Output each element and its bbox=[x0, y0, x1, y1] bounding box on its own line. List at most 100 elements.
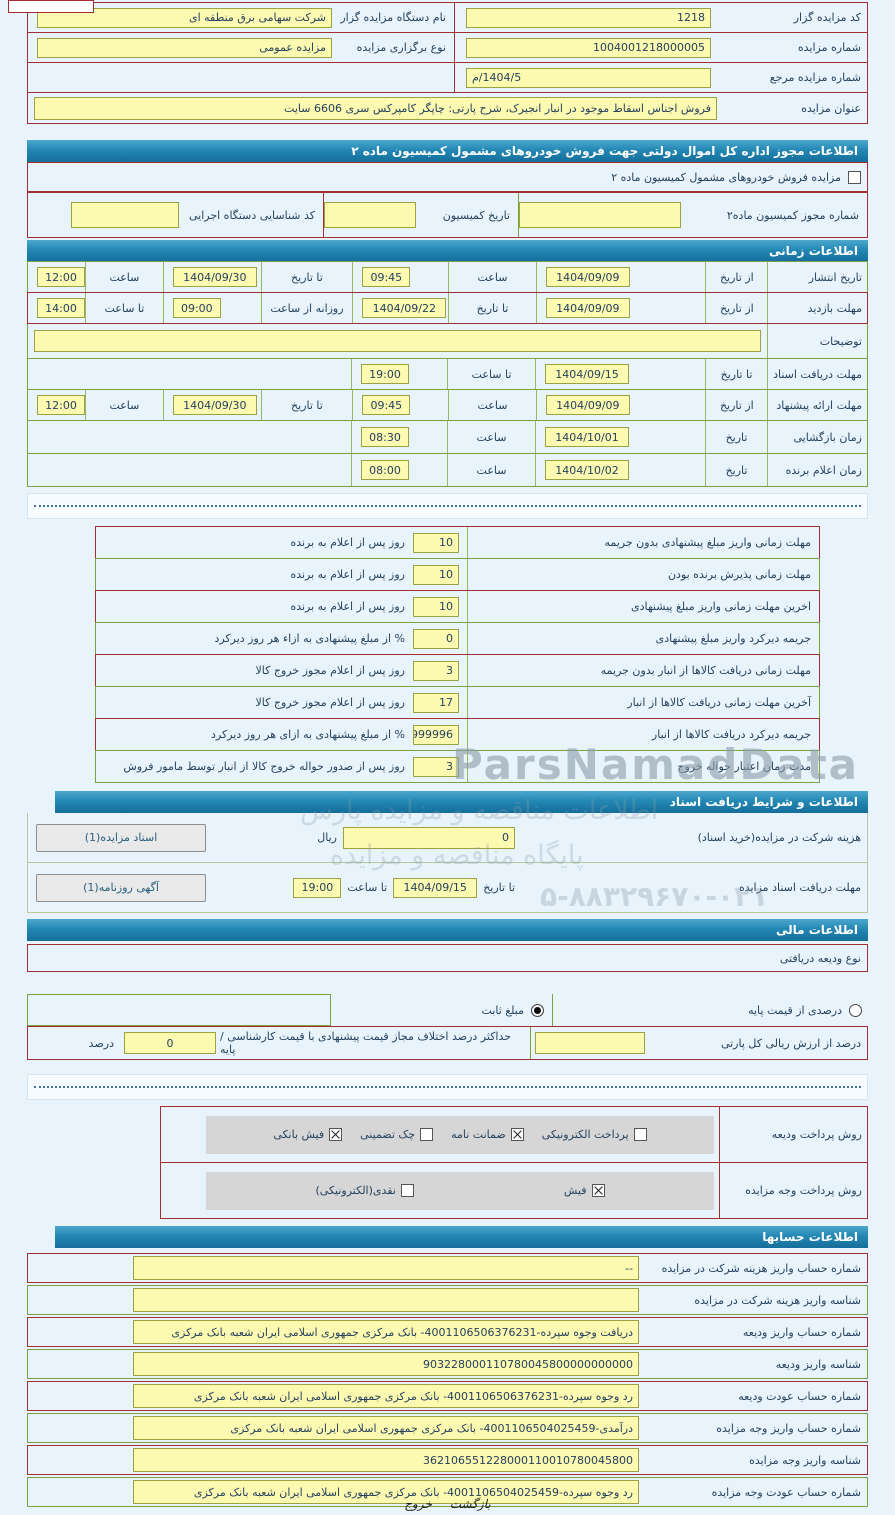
bank-receipt-label: فیش بانکی bbox=[273, 1128, 325, 1141]
auctioneer-code-field[interactable]: 1218 bbox=[466, 7, 711, 28]
electronic-payment-checkbox[interactable] bbox=[633, 1128, 647, 1141]
column-divider bbox=[530, 1027, 531, 1059]
publish-from-time-field[interactable]: 09:45 bbox=[362, 267, 411, 287]
winner-date-field[interactable]: 1404/10/02 bbox=[545, 460, 629, 480]
deadline-label: مهلت زمانی دریافت کالاها از انبار بدون ج… bbox=[467, 655, 819, 686]
fee-deposit-id-field[interactable] bbox=[133, 1288, 639, 1312]
table-row: اخرین مهلت زمانی واریز مبلغ پیشنهادی 10 … bbox=[95, 590, 820, 623]
publish-to-time-field[interactable]: 12:00 bbox=[37, 267, 85, 287]
auction-title-row: عنوان مزایده فروش اجناس اسقاط موجود در ا… bbox=[27, 93, 868, 124]
deadline-value-field[interactable]: 17 bbox=[413, 692, 459, 713]
deadline-suffix: روز پس از اعلام مجوز خروج کالا bbox=[255, 664, 406, 677]
deposit-payment-label: روش پرداخت ودیعه bbox=[719, 1107, 867, 1162]
dashed-separator bbox=[27, 493, 868, 519]
deposit-id-field[interactable]: 903228000110780045800000000000 bbox=[133, 1352, 639, 1376]
fee-row: هزینه شرکت در مزایده(خرید اسناد) 0 ریال … bbox=[27, 813, 868, 863]
date-label: تاریخ bbox=[705, 454, 767, 486]
column-divider bbox=[454, 33, 455, 62]
receipt-checkbox[interactable] bbox=[591, 1184, 605, 1197]
docs-deadline-time-field[interactable]: 19:00 bbox=[361, 364, 409, 384]
docs-deadline-label: مهلت دریافت اسناد bbox=[767, 359, 867, 389]
max-diff-field[interactable]: 0 bbox=[124, 1032, 216, 1054]
offer-from-date-field[interactable]: 1404/09/09 bbox=[545, 395, 630, 415]
auction-payment-id-field[interactable]: 362106551228000110010780045800 bbox=[133, 1448, 639, 1472]
auction-return-account-field[interactable]: رد وجوه سپرده-4001106504025459- بانک مرک… bbox=[133, 1480, 639, 1504]
deadline-label: جریمه دیرکرد دریافت کالاها از انبار bbox=[467, 719, 819, 750]
deadline-value-field[interactable]: 3 bbox=[413, 660, 459, 681]
deadline-value-field[interactable]: 10 bbox=[413, 596, 459, 617]
table-row-visit: مهلت بازدید از تاریخ 1404/09/09 تا تاریخ… bbox=[27, 292, 868, 324]
visit-to-date-field[interactable]: 1404/09/22 bbox=[362, 298, 447, 318]
fixed-amount-radio[interactable] bbox=[531, 1003, 544, 1017]
certified-check-checkbox[interactable] bbox=[420, 1128, 434, 1141]
bank-receipt-checkbox[interactable] bbox=[329, 1128, 343, 1141]
auction-title-field[interactable]: فروش اجناس اسقاط موجود در انبار انجیرک، … bbox=[34, 96, 717, 120]
commission-date-field[interactable] bbox=[324, 202, 416, 228]
deadline-value-field[interactable]: 0 bbox=[413, 628, 459, 649]
deadline-value-field[interactable]: 10 bbox=[413, 564, 459, 585]
deadline-value-field[interactable]: 3 bbox=[413, 756, 459, 777]
table-row: مهلت زمانی واریز مبلغ پیشنهادی بدون جریم… bbox=[95, 526, 820, 559]
fixed-amount-label: مبلغ ثابت bbox=[481, 1003, 524, 1017]
deposit-payment-row: روش پرداخت ودیعه پرداخت الکترونیکی ضمانت… bbox=[160, 1106, 868, 1163]
visit-from-time-field[interactable]: 09:00 bbox=[172, 298, 221, 318]
reference-number-field[interactable]: 1404/5/م bbox=[466, 67, 711, 88]
docs-deadline-row: مهلت دریافت اسناد مزایده تا تاریخ 1404/0… bbox=[27, 863, 868, 913]
deposit-return-account-field[interactable]: رد وجوه سپرده-4001106506376231- بانک مرک… bbox=[133, 1384, 639, 1408]
guarantee-letter-checkbox[interactable] bbox=[510, 1128, 524, 1141]
section-header-docs: اطلاعات و شرایط دریافت اسناد bbox=[55, 791, 868, 813]
auction-number-field[interactable]: 1004001218000005 bbox=[466, 37, 711, 58]
opening-time-field[interactable]: 08:30 bbox=[361, 427, 409, 447]
auction-docs-button[interactable]: اسناد مزایده(1) bbox=[36, 823, 206, 852]
cash-electronic-checkbox[interactable] bbox=[400, 1184, 414, 1197]
publish-from-date-field[interactable]: 1404/09/09 bbox=[545, 267, 630, 287]
commission-checkbox-label: مزایده فروش خودروهای مشمول کمیسیون ماده … bbox=[611, 170, 841, 184]
accounts-table: شماره حساب واریز هزینه شرکت در مزایده --… bbox=[27, 1253, 868, 1507]
back-link[interactable]: بازگشت bbox=[449, 1497, 491, 1511]
section-header-time: اطلاعات زمانی bbox=[27, 240, 868, 262]
fee-deposit-account-field[interactable]: -- bbox=[133, 1256, 639, 1280]
offer-to-time-field[interactable]: 12:00 bbox=[37, 395, 85, 415]
commission-permit-number-field[interactable] bbox=[519, 202, 681, 228]
newspaper-ad-button[interactable]: آگهی روزنامه(1) bbox=[36, 873, 206, 902]
hour-label: ساعت bbox=[448, 262, 536, 292]
docs-deadline-date-field[interactable]: 1404/09/15 bbox=[545, 364, 629, 384]
visit-from-date-field[interactable]: 1404/09/09 bbox=[545, 298, 630, 318]
auction-type-field[interactable]: مزایده عمومی bbox=[37, 37, 332, 58]
docs-receive-deadline-label: مهلت دریافت اسناد مزایده bbox=[738, 881, 861, 894]
to-date-label: تا تاریخ bbox=[483, 881, 515, 894]
deadline-suffix: % از مبلغ پیشنهادی به ازای هر روز دیرکرد bbox=[211, 728, 405, 741]
docs-receive-date-field[interactable]: 1404/09/15 bbox=[393, 877, 478, 898]
table-row: شناسه واریز وجه مزایده 36210655122800011… bbox=[27, 1445, 868, 1475]
deadline-value-field[interactable]: 999996 bbox=[413, 724, 459, 745]
auction-type-label: نوع برگزاری مزایده bbox=[356, 41, 446, 54]
to-hour-label: تا ساعت bbox=[347, 881, 388, 894]
notes-field[interactable] bbox=[34, 330, 761, 352]
winner-time-field[interactable]: 08:00 bbox=[361, 460, 409, 480]
table-row: شماره حساب عودت وجه مزایده رد وجوه سپرده… bbox=[27, 1477, 868, 1507]
party-value-percent-field[interactable] bbox=[535, 1032, 645, 1054]
opening-date-field[interactable]: 1404/10/01 bbox=[545, 427, 629, 447]
publish-to-date-field[interactable]: 1404/09/30 bbox=[172, 267, 257, 287]
to-hour-label: تا ساعت bbox=[447, 359, 535, 389]
auction-number-label: شماره مزایده bbox=[797, 41, 861, 54]
exit-link[interactable]: خروج bbox=[404, 1497, 432, 1511]
table-row: جریمه دیرکرد واریز مبلغ پیشنهادی 0 % از … bbox=[95, 622, 820, 655]
deposit-account-label: شماره حساب واریز ودیعه bbox=[742, 1325, 861, 1339]
percent-of-base-radio[interactable] bbox=[849, 1003, 862, 1017]
commission-checkbox[interactable] bbox=[848, 170, 861, 184]
offer-from-time-field[interactable]: 09:45 bbox=[362, 395, 411, 415]
deposit-account-field[interactable]: دریافت وجوه سپرده-4001106506376231- بانک… bbox=[133, 1320, 639, 1344]
visit-to-time-field[interactable]: 14:00 bbox=[37, 298, 85, 318]
participation-fee-label: هزینه شرکت در مزایده(خرید اسناد) bbox=[697, 831, 861, 844]
offer-to-date-field[interactable]: 1404/09/30 bbox=[172, 395, 257, 415]
participation-fee-field[interactable]: 0 bbox=[343, 826, 515, 849]
column-divider bbox=[518, 193, 519, 237]
docs-receive-time-field[interactable]: 19:00 bbox=[293, 877, 342, 898]
auction-payment-account-field[interactable]: درآمدی-4001106504025459- بانک مرکزی جمهو… bbox=[133, 1416, 639, 1440]
footer-links: بازگشت خروج bbox=[0, 1497, 895, 1515]
deposit-type-label: نوع ودیعه دریافتی bbox=[779, 951, 861, 965]
agency-id-field[interactable] bbox=[71, 202, 179, 228]
auctioneer-name-field[interactable]: شرکت سهامی برق منطقه ای bbox=[37, 7, 332, 28]
deadline-value-field[interactable]: 10 bbox=[413, 532, 459, 553]
